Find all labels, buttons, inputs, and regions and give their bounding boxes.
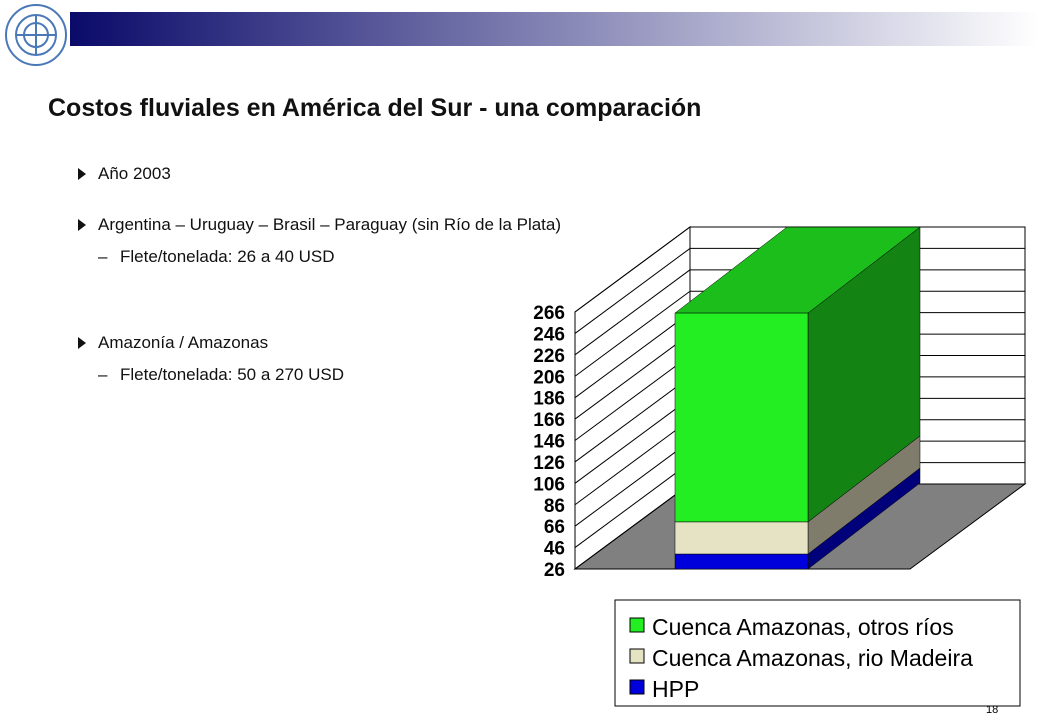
y-tick-label: 266 [533,303,565,324]
grid-line [574,440,691,527]
legend-swatch [629,679,645,695]
page-number: 18 [986,704,999,716]
grid-line [574,397,691,484]
y-tick-label: 126 [533,453,565,474]
legend-swatch [629,648,645,664]
grid-line [574,269,691,356]
sub-bullet: Flete/tonelada: 26 a 40 USD [98,247,335,267]
y-tick-label: 226 [533,346,565,367]
sub-bullet-text: Flete/tonelada: 50 a 270 USD [120,365,344,384]
grid-line [574,333,691,420]
sub-bullet: Flete/tonelada: 50 a 270 USD [98,365,344,385]
y-tick-label: 86 [544,496,565,517]
bullet-text: Año 2003 [98,164,171,183]
bullet-text: Argentina – Uruguay – Brasil – Paraguay … [98,215,562,234]
y-tick-label: 206 [533,367,565,388]
bullet: Amazonía / Amazonas [78,333,268,353]
grid-line [574,419,691,506]
bullet-text: Amazonía / Amazonas [98,333,269,352]
header-band [70,12,1039,46]
bar [674,312,809,523]
y-tick-label: 146 [533,432,565,453]
legend-swatch [629,617,645,633]
legend-label: Cuenca Amazonas, otros ríos [652,614,954,640]
grid-line [574,483,691,570]
legend-label: Cuenca Amazonas, rio Madeira [652,645,973,671]
slide-title: Costos fluviales en América del Sur - un… [48,94,702,122]
y-tick-label: 106 [533,474,565,495]
grid-line [574,226,691,313]
grid-line [574,462,691,548]
y-tick-label: 66 [544,517,565,538]
bar [674,553,809,570]
grid-line [574,355,691,441]
bullet: Año 2003 [78,164,171,184]
y-tick-label: 186 [533,389,565,410]
bullet: Argentina – Uruguay – Brasil – Paraguay … [78,215,561,235]
bar [674,521,809,555]
logo [5,4,67,66]
grid-line [574,248,691,334]
y-tick-label: 166 [533,410,565,431]
sub-bullet-text: Flete/tonelada: 26 a 40 USD [120,247,335,266]
grid-line [574,376,691,463]
legend-box [614,599,1021,707]
legend-label: HPP [652,676,699,702]
y-tick-label: 26 [544,560,565,581]
grid-line [574,290,691,377]
y-tick-label: 46 [544,539,565,560]
y-tick-label: 246 [533,324,565,345]
grid-line [574,312,691,399]
